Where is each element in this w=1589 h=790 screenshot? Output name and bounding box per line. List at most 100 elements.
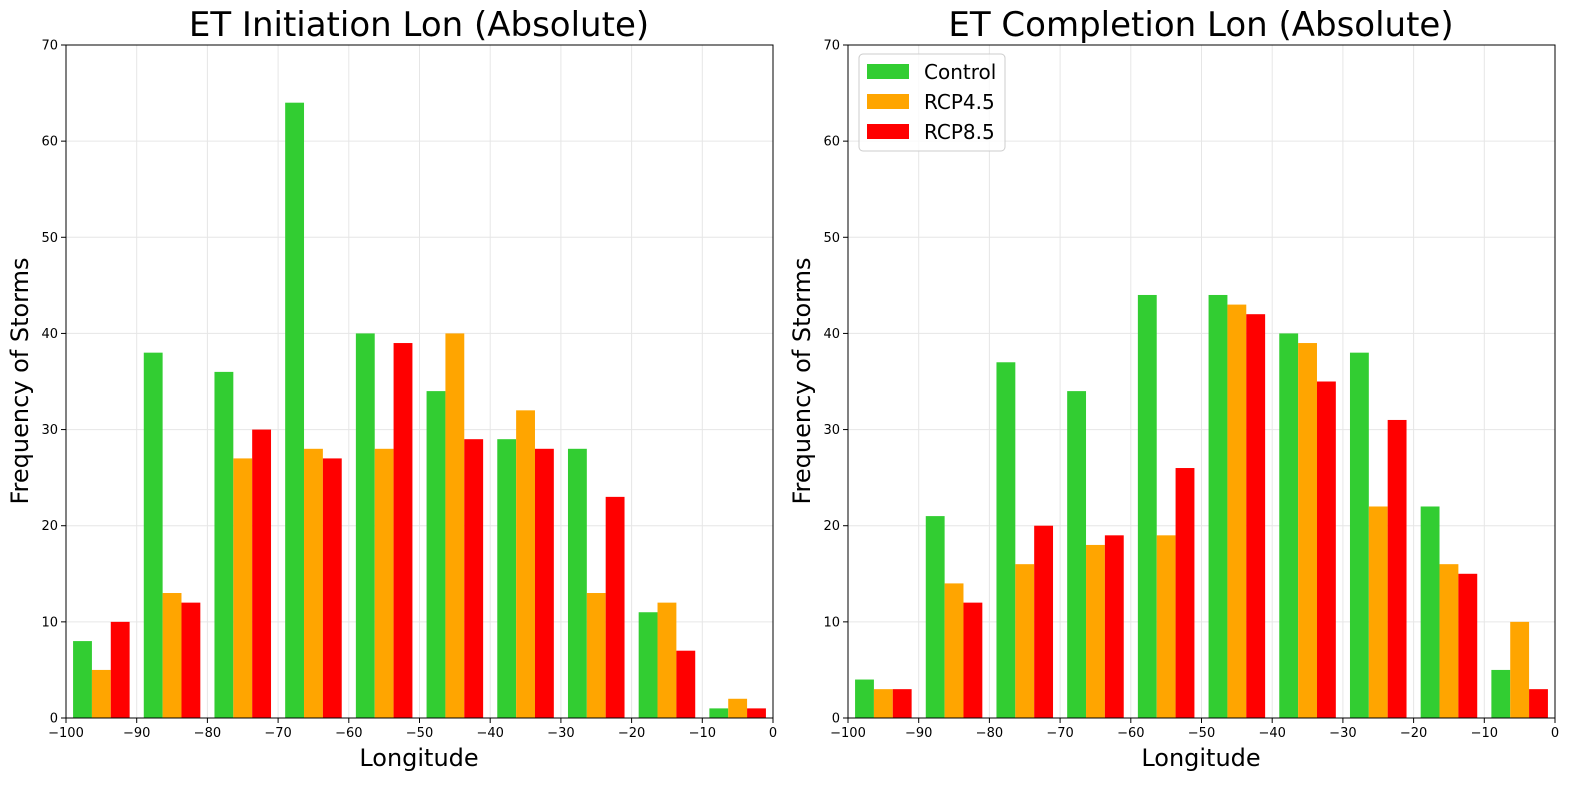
bar-control [1491, 669, 1511, 718]
bar-control [567, 448, 587, 718]
chart-title: ET Initiation Lon (Absolute) [189, 5, 649, 45]
bar-rcp8-5 [252, 429, 272, 718]
x-tick-label: −20 [618, 726, 645, 741]
y-tick-label: 70 [823, 39, 840, 54]
chart-panel-completion: ET Completion Lon (Absolute) Longitude F… [788, 5, 1559, 772]
bars [73, 102, 766, 718]
x-tick-label: −10 [1471, 726, 1498, 741]
bar-rcp8-5 [892, 689, 912, 718]
y-tick-label: 60 [823, 135, 840, 150]
y-tick-label: 30 [823, 423, 840, 438]
bar-rcp8-5 [464, 439, 484, 718]
bar-rcp4-5 [1298, 343, 1317, 718]
bar-control [855, 679, 874, 718]
y-tick-label: 10 [41, 615, 58, 630]
bar-rcp8-5 [1104, 535, 1124, 718]
bar-control [285, 102, 305, 718]
bar-rcp4-5 [1439, 564, 1459, 718]
x-axis-label: Longitude [359, 744, 478, 772]
bar-rcp8-5 [322, 458, 342, 718]
bar-control [709, 708, 729, 718]
bar-rcp8-5 [676, 650, 696, 718]
legend: Control RCP4.5 RCP8.5 [858, 53, 1006, 152]
x-tick-label: −30 [1329, 726, 1356, 741]
bar-rcp8-5 [393, 343, 413, 718]
plot-frame [65, 44, 774, 719]
bar-rcp8-5 [963, 602, 983, 718]
bar-control [638, 612, 658, 718]
x-tick-label: −60 [1117, 726, 1144, 741]
axis-ticks: −100 −90 −80 −70 −60 −50 −40 −30 −20 −10 001020304… [823, 39, 1559, 742]
bar-rcp8-5 [110, 621, 130, 718]
bar-rcp8-5 [1034, 525, 1054, 718]
bar-control [73, 641, 92, 718]
x-tick-label: −50 [406, 726, 433, 741]
bar-rcp8-5 [1387, 419, 1407, 718]
y-tick-label: 10 [823, 615, 840, 630]
y-tick-label: 30 [41, 423, 58, 438]
chart-title: ET Completion Lon (Absolute) [948, 5, 1453, 45]
bar-rcp4-5 [233, 458, 253, 718]
x-tick-label: −80 [194, 726, 221, 741]
y-tick-label: 20 [823, 519, 840, 534]
bar-rcp4-5 [728, 698, 748, 718]
legend-label: RCP4.5 [924, 90, 995, 114]
x-tick-label: −100 [48, 726, 84, 741]
x-tick-label: −60 [335, 726, 362, 741]
plot-frame [847, 44, 1556, 719]
bar-control [1067, 391, 1087, 718]
bar-control [497, 439, 517, 718]
x-tick-label: −50 [1188, 726, 1215, 741]
bar-rcp4-5 [162, 593, 182, 718]
y-tick-label: 0 [832, 712, 840, 727]
bar-control [1279, 333, 1299, 718]
legend-label: Control [924, 60, 996, 84]
bar-rcp4-5 [516, 410, 535, 718]
bar-rcp4-5 [374, 448, 394, 718]
bar-control [1420, 506, 1440, 718]
x-tick-label: −70 [1046, 726, 1073, 741]
bar-rcp4-5 [91, 669, 111, 718]
x-tick-label: −40 [1258, 726, 1285, 741]
legend-swatch [867, 124, 909, 139]
bar-control [925, 516, 945, 718]
bar-rcp4-5 [304, 448, 323, 718]
x-tick-label: −70 [264, 726, 291, 741]
bar-rcp4-5 [1227, 304, 1247, 718]
bar-rcp8-5 [534, 448, 554, 718]
bar-control [214, 371, 234, 718]
bar-rcp4-5 [445, 333, 465, 718]
x-tick-label: −30 [547, 726, 574, 741]
x-tick-label: 0 [769, 726, 777, 741]
bar-control [355, 333, 375, 718]
bar-rcp8-5 [605, 496, 625, 718]
y-tick-label: 40 [41, 327, 58, 342]
bar-control [1349, 352, 1369, 718]
bar-rcp4-5 [586, 593, 606, 718]
y-tick-label: 60 [41, 135, 58, 150]
bar-control [426, 391, 446, 718]
x-tick-label: −10 [689, 726, 716, 741]
bar-control [1137, 294, 1157, 718]
legend-label: RCP8.5 [924, 120, 995, 144]
x-tick-label: −40 [476, 726, 503, 741]
bar-control [1208, 294, 1228, 718]
y-tick-label: 20 [41, 519, 58, 534]
x-tick-label: 0 [1551, 726, 1559, 741]
x-axis-label: Longitude [1141, 744, 1260, 772]
bar-rcp8-5 [1246, 314, 1266, 718]
y-tick-label: 50 [823, 231, 840, 246]
y-axis-label: Frequency of Storms [6, 257, 34, 504]
bar-rcp4-5 [1156, 535, 1176, 718]
bar-rcp4-5 [1015, 564, 1035, 718]
axis-ticks: −100 −90 −80 −70 −60 −50 −40 −30 −20 −10 001020304… [41, 39, 777, 742]
bar-rcp8-5 [1529, 689, 1548, 718]
x-tick-label: −20 [1400, 726, 1427, 741]
y-axis-label: Frequency of Storms [788, 257, 816, 504]
chart-panel-initiation: ET Initiation Lon (Absolute) Longitude F… [6, 5, 777, 772]
bar-rcp4-5 [944, 583, 964, 718]
bar-rcp4-5 [657, 602, 677, 718]
x-tick-label: −100 [830, 726, 866, 741]
y-tick-label: 0 [50, 712, 58, 727]
legend-swatch [867, 94, 909, 109]
